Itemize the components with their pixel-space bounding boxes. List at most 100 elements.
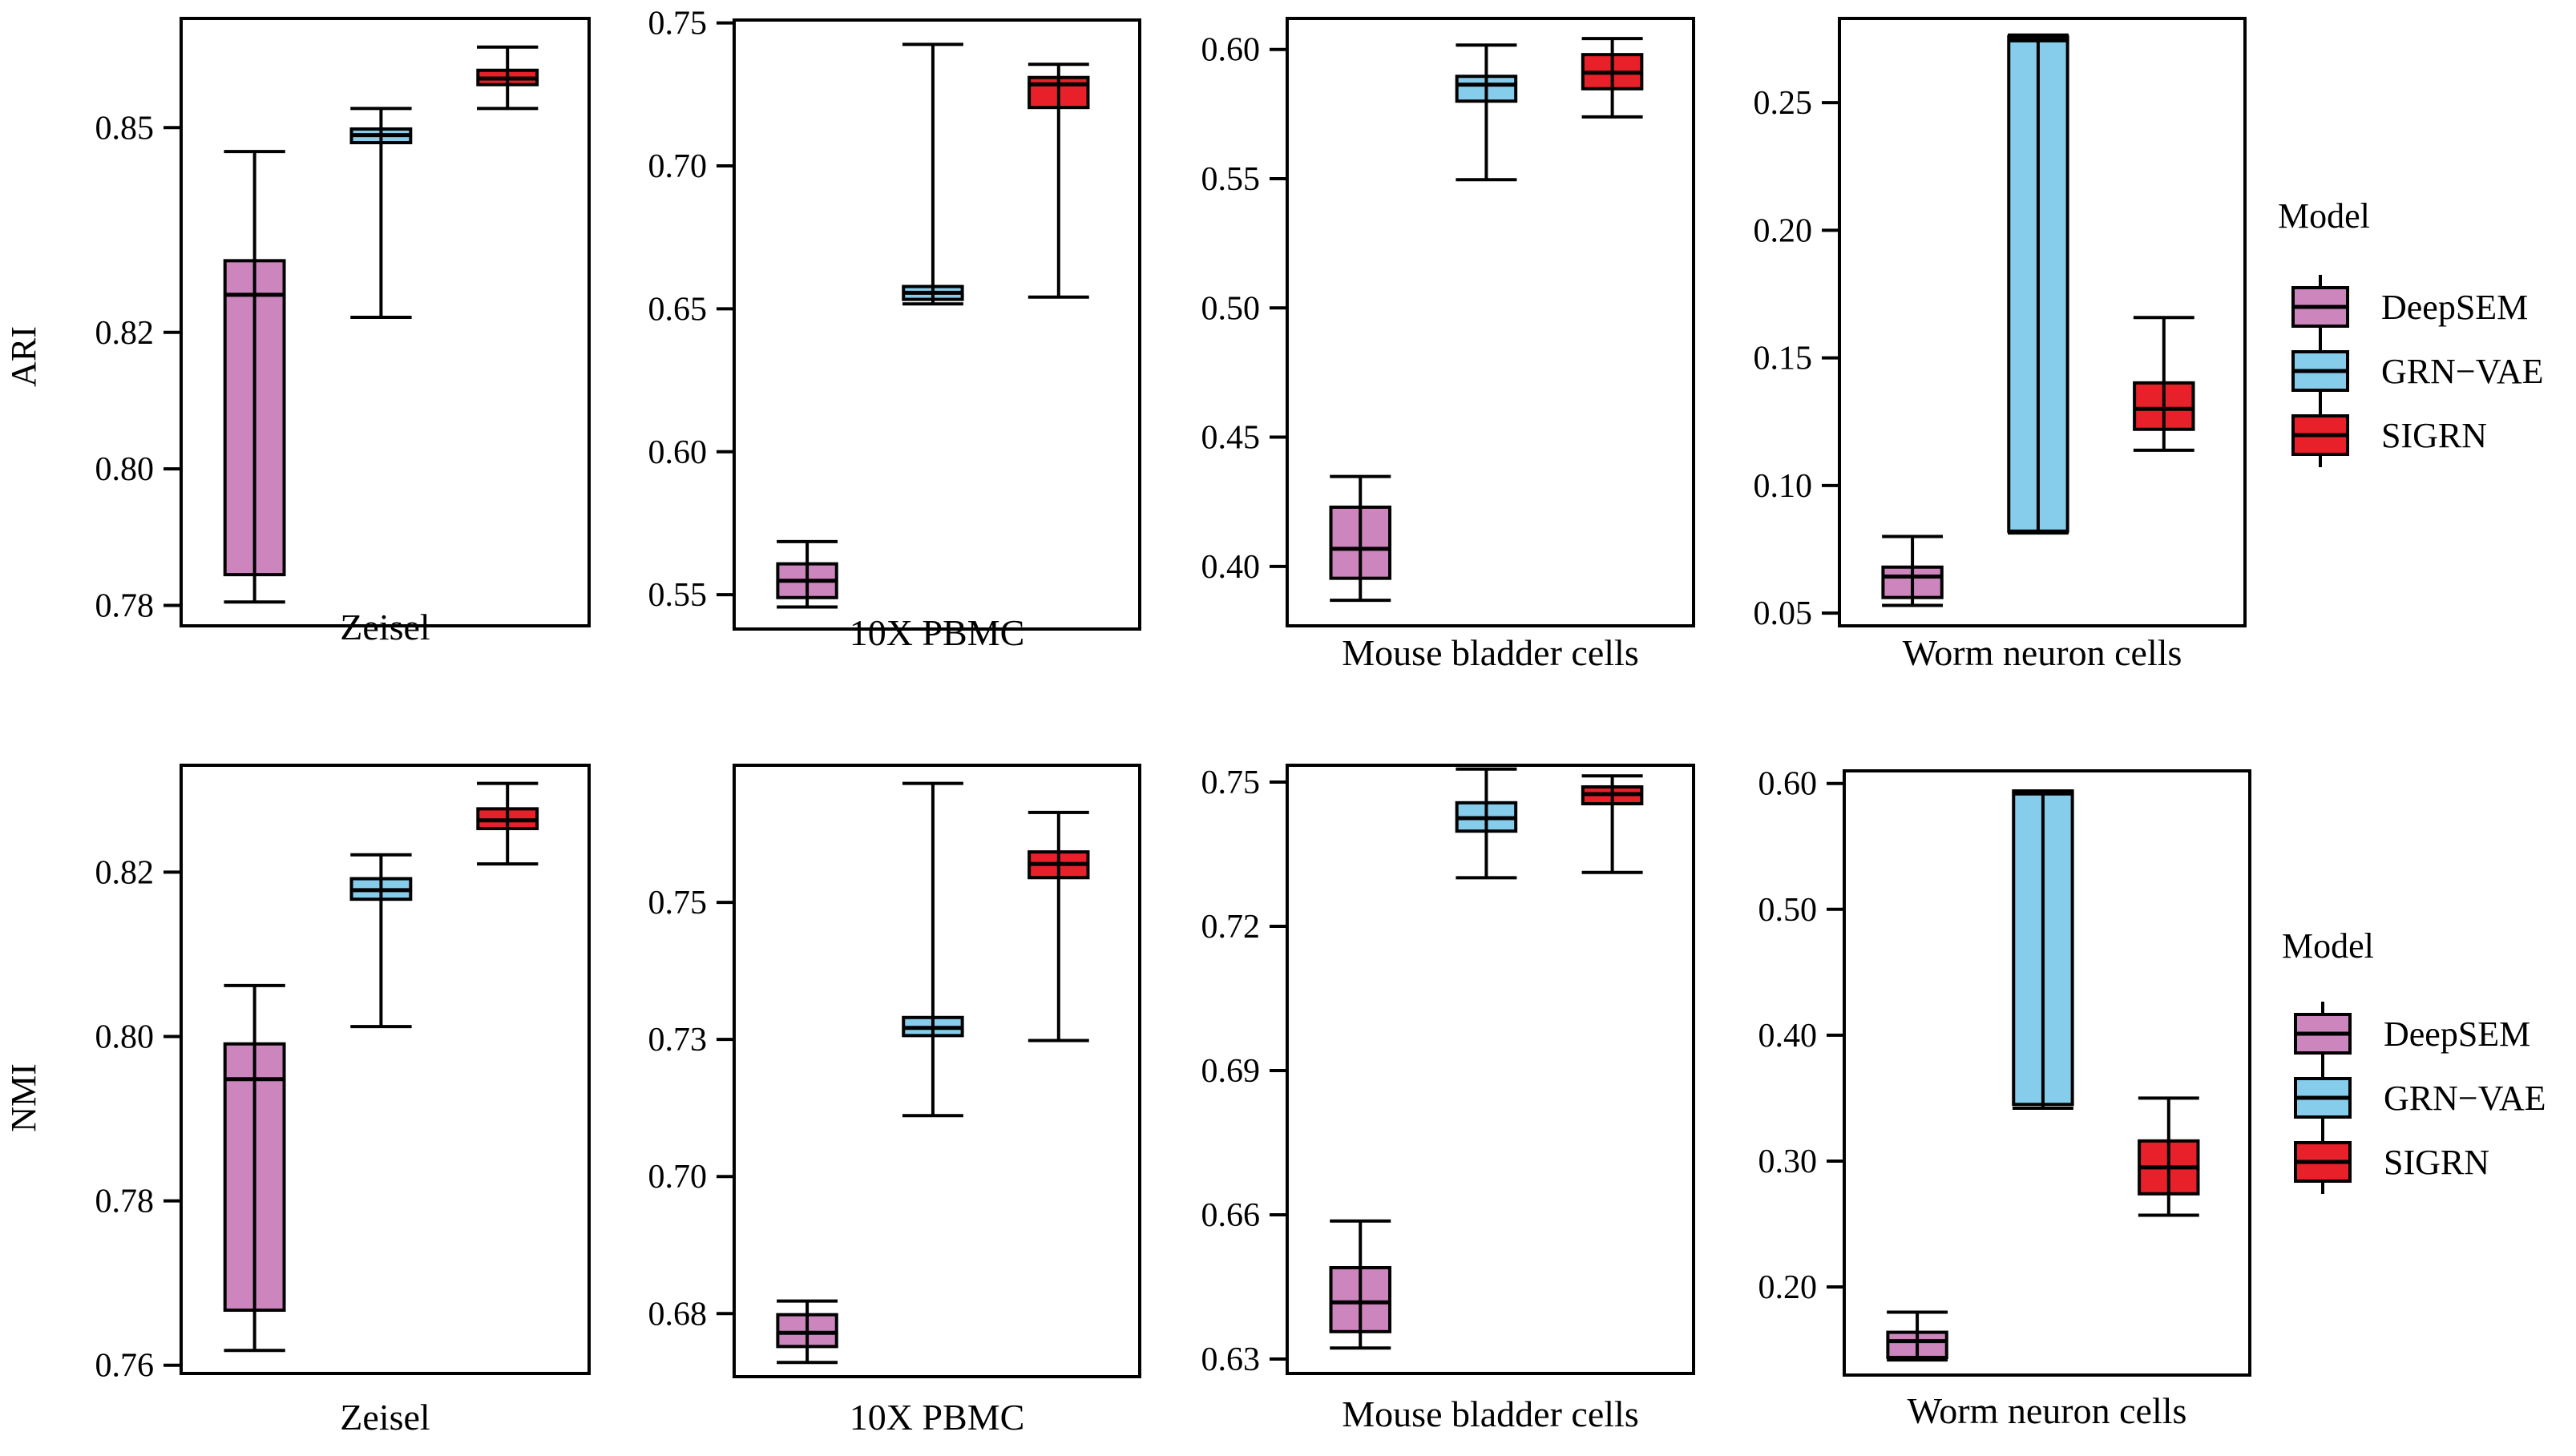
panel-nmi-zeisel: 0.76 0.78 0.80 0.82 Zeisel NMI	[4, 764, 591, 1438]
y-tick-label: 0.05	[1754, 595, 1813, 632]
legend-key-sigrn	[2294, 1130, 2352, 1194]
legend-key-grn-vae	[2291, 339, 2349, 403]
y-tick-label: 0.25	[1754, 85, 1813, 122]
box-sigrn	[2138, 1096, 2200, 1217]
box-deepsem	[1329, 1219, 1392, 1350]
panel-frame	[1838, 17, 2247, 627]
box-deepsem	[1881, 534, 1944, 607]
panel-frame	[1286, 17, 1695, 627]
y-tick-label: 0.78	[95, 1184, 155, 1220]
y-tick-label: 0.72	[1201, 909, 1261, 946]
box-grn-vae	[349, 107, 413, 320]
y-tick-label: 0.65	[648, 291, 708, 328]
panel-nmi-mouse-bladder-cells: 0.63 0.66 0.69 0.72 0.75 Mouse bladder cells	[1201, 764, 1695, 1434]
panel-xlabel: Zeisel	[340, 1397, 430, 1438]
panel-frame	[180, 764, 591, 1375]
box-grn-vae	[2007, 33, 2069, 535]
panel-xlabel: Worm neuron cells	[1908, 1390, 2187, 1431]
panel-xlabel: Mouse bladder cells	[1342, 632, 1638, 673]
panel-frame	[1286, 764, 1695, 1375]
legend-key-sigrn	[2291, 403, 2349, 467]
box-grn-vae	[1455, 767, 1518, 880]
y-tick-label: 0.55	[1201, 161, 1261, 198]
box-deepsem	[776, 1299, 838, 1365]
box-deepsem	[223, 150, 286, 604]
y-tick-label: 0.75	[1201, 764, 1261, 801]
y-tick-label: 0.20	[1758, 1269, 1818, 1306]
y-tick-label: 0.68	[648, 1296, 708, 1333]
panel-xlabel: Zeisel	[340, 607, 430, 647]
y-tick-label: 0.60	[1758, 766, 1818, 803]
legend-key-deepsem	[2294, 1002, 2352, 1066]
box-grn-vae	[349, 853, 413, 1029]
y-tick-label: 0.70	[648, 1159, 708, 1196]
panel-xlabel: Mouse bladder cells	[1342, 1393, 1638, 1434]
box-grn-vae	[902, 781, 964, 1118]
panel-ari-mouse-bladder-cells: 0.40 0.45 0.50 0.55 0.60 Mouse bladder cells	[1201, 17, 1695, 673]
y-tick-label: 0.50	[1758, 892, 1818, 929]
y-tick-label: 0.76	[95, 1348, 155, 1385]
panel-ari-zeisel: 0.78 0.80 0.82 0.85 Zeisel ARI	[4, 17, 591, 647]
panel-ari-10x-pbmc: 0.55 0.60 0.65 0.70 0.75 10X PBMC	[648, 6, 1141, 653]
y-tick-label: 0.15	[1754, 341, 1813, 377]
panel-xlabel: 10X PBMC	[850, 612, 1025, 653]
y-tick-label: 0.70	[648, 148, 708, 185]
legend-key-grn-vae	[2294, 1066, 2352, 1130]
panel-frame	[1843, 769, 2251, 1377]
legend-title: Model	[2278, 196, 2370, 236]
panel-nmi-10x-pbmc: 0.68 0.70 0.73 0.75 10X PBMC	[648, 764, 1141, 1438]
panel-ari-worm-neuron-cells: 0.05 0.10 0.15 0.20 0.25 Worm neuron cells	[1754, 17, 2247, 673]
y-tick-label: 0.63	[1201, 1341, 1261, 1378]
box-deepsem	[1329, 474, 1392, 603]
box-sigrn	[2133, 316, 2195, 452]
y-tick-label: 0.55	[648, 577, 708, 614]
box-sigrn	[1581, 774, 1644, 874]
y-tick-label: 0.80	[95, 451, 155, 488]
legend-key-deepsem	[2291, 275, 2349, 339]
legend-title: Model	[2282, 926, 2374, 966]
y-axis-label: ARI	[4, 326, 43, 387]
legend: Model DeepSEM GRN−VAE SIGRN	[2278, 196, 2543, 467]
y-tick-label: 0.82	[95, 315, 155, 352]
y-tick-label: 0.75	[648, 885, 708, 922]
panel-frame	[733, 764, 1141, 1378]
box-sigrn	[476, 45, 539, 111]
legend-label: DeepSEM	[2384, 1014, 2530, 1054]
box-sigrn	[1581, 37, 1644, 119]
legend-label: SIGRN	[2384, 1143, 2489, 1182]
y-tick-label: 0.82	[95, 854, 155, 891]
y-tick-label: 0.45	[1201, 420, 1261, 457]
panel-xlabel: Worm neuron cells	[1903, 632, 2182, 673]
legend-label: DeepSEM	[2381, 288, 2528, 327]
panel-nmi-worm-neuron-cells: 0.20 0.30 0.40 0.50 0.60 Worm neuron cells	[1758, 766, 2251, 1431]
box-grn-vae	[2012, 789, 2074, 1110]
y-tick-label: 0.73	[648, 1022, 708, 1059]
panel-xlabel: 10X PBMC	[850, 1397, 1025, 1438]
y-tick-label: 0.80	[95, 1018, 155, 1055]
panels: 0.78 0.80 0.82 0.85 Zeisel ARI 0.55 0.60 0.65 0.7…	[4, 6, 2251, 1438]
y-tick-label: 0.10	[1754, 468, 1813, 505]
legend: Model DeepSEM GRN−VAE SIGRN	[2282, 926, 2546, 1194]
y-tick-label: 0.66	[1201, 1197, 1261, 1234]
y-tick-label: 0.60	[1201, 32, 1261, 69]
y-tick-label: 0.69	[1201, 1053, 1261, 1090]
y-tick-label: 0.60	[648, 434, 708, 471]
legend-label: SIGRN	[2381, 416, 2487, 455]
legend-label: GRN−VAE	[2384, 1079, 2546, 1118]
box-sigrn	[1028, 63, 1090, 299]
y-tick-label: 0.85	[95, 110, 155, 147]
legend-label: GRN−VAE	[2381, 352, 2543, 391]
y-tick-label: 0.78	[95, 587, 155, 624]
y-tick-label: 0.20	[1754, 212, 1813, 249]
y-tick-label: 0.40	[1201, 549, 1261, 586]
panel-frame	[180, 17, 591, 627]
box-grn-vae	[1455, 43, 1518, 182]
y-tick-label: 0.40	[1758, 1018, 1818, 1055]
box-deepsem	[1886, 1310, 1948, 1362]
box-deepsem	[223, 983, 286, 1353]
box-sigrn	[476, 781, 539, 866]
legends: Model DeepSEM GRN−VAE SIGRN Model DeepSEM GRN−…	[2278, 196, 2546, 1194]
y-axis-label: NMI	[4, 1063, 43, 1132]
panel-frame	[733, 18, 1141, 631]
